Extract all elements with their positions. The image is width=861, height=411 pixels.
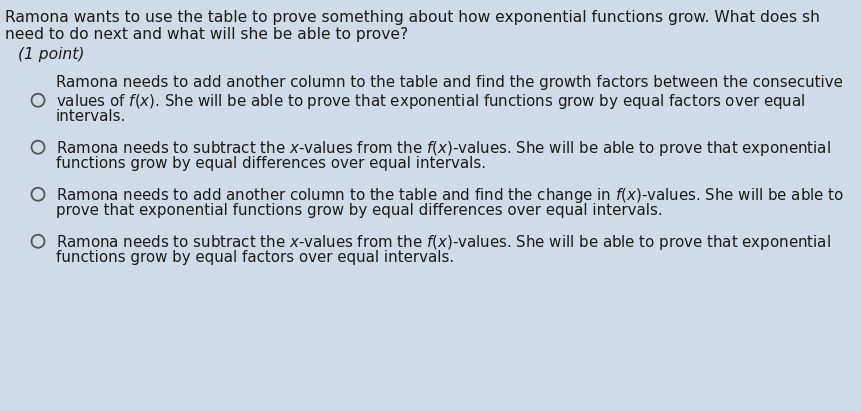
Text: values of $f(x)$. She will be able to prove that exponential functions grow by e: values of $f(x)$. She will be able to pr… — [56, 92, 805, 111]
Circle shape — [32, 235, 45, 248]
Text: prove that exponential functions grow by equal differences over equal intervals.: prove that exponential functions grow by… — [56, 203, 663, 217]
Circle shape — [32, 94, 45, 107]
Text: intervals.: intervals. — [56, 109, 127, 123]
Text: Ramona wants to use the table to prove something about how exponential functions: Ramona wants to use the table to prove s… — [5, 10, 820, 25]
Text: Ramona needs to subtract the $x$-values from the $f(x)$-values. She will be able: Ramona needs to subtract the $x$-values … — [56, 233, 831, 252]
Text: functions grow by equal factors over equal intervals.: functions grow by equal factors over equ… — [56, 249, 454, 265]
Circle shape — [32, 188, 45, 201]
Circle shape — [32, 141, 45, 154]
Text: Ramona needs to add another column to the table and find the growth factors betw: Ramona needs to add another column to th… — [56, 76, 843, 90]
Text: need to do next and what will she be able to prove?: need to do next and what will she be abl… — [5, 26, 408, 42]
Text: Ramona needs to add another column to the table and find the change in $f(x)$-va: Ramona needs to add another column to th… — [56, 186, 844, 205]
Text: Ramona needs to subtract the $x$-values from the $f(x)$-values. She will be able: Ramona needs to subtract the $x$-values … — [56, 139, 831, 158]
Text: (1 point): (1 point) — [18, 47, 84, 62]
Text: functions grow by equal differences over equal intervals.: functions grow by equal differences over… — [56, 155, 486, 171]
